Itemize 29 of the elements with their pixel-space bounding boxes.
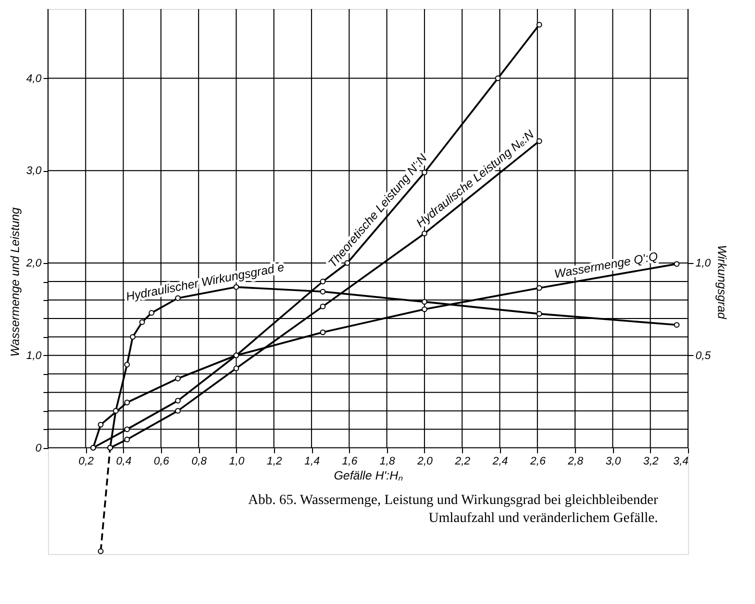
x-tick-label: 3,2: [643, 455, 658, 468]
x-tick-label: 3,0: [606, 455, 622, 468]
x-tick-label: 1,4: [304, 455, 320, 468]
x-tick-label: 2,6: [529, 455, 546, 468]
x-tick-label: 1,8: [380, 455, 396, 468]
x-tick-label: 1,0: [229, 455, 246, 468]
y-tick-label: 0: [35, 442, 42, 454]
x-tick-label: 2,0: [416, 455, 434, 468]
x-tick-label: 1,2: [266, 455, 282, 468]
x-tick-label: 0,4: [116, 455, 132, 468]
y2-axis-title: Wirkungsgrad: [714, 245, 729, 320]
x-tick-label: 0,8: [191, 455, 208, 468]
text: Wassermenge Q':Q: [553, 249, 659, 282]
y-tick-label: 4,0: [26, 72, 42, 85]
y2-tick-label: 0,5: [696, 350, 712, 362]
y-tick-label: 1,0: [26, 350, 42, 362]
x-tick-label: 2,4: [492, 455, 508, 468]
y-axis-title: Wassermenge und Leistung: [8, 207, 22, 357]
x-tick-label: 0,6: [154, 455, 170, 468]
y2-tick-label: 1,0: [696, 258, 712, 270]
x-tick-label: 0,2: [78, 455, 94, 468]
x-tick-label: 2,8: [566, 455, 584, 468]
x-tick-label: 2,2: [454, 455, 470, 468]
y-tick-label: 3,0: [26, 165, 42, 178]
x-axis-title: Gefälle H':Hₙ: [334, 468, 404, 482]
y-tick-label: 2,0: [25, 258, 42, 270]
x-tick-label: 3,4: [673, 455, 688, 468]
annotation: Abb. 65. Wassermenge, Leistung und Wirkungsgrad bei gleichbleibender Umlaufzahl und veränderlichem Gefälle.: [248, 492, 658, 526]
x-tick-label: 1,6: [342, 455, 358, 468]
